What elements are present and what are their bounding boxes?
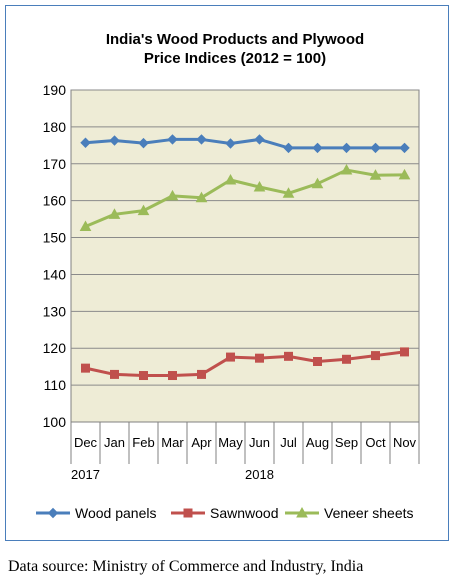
x-tick-label-mar: Mar [161, 435, 184, 450]
point-sawnwood-oct [371, 351, 380, 361]
y-tick-label-110: 110 [44, 377, 67, 393]
y-tick-label-130: 130 [43, 303, 67, 319]
point-sawnwood-jan [110, 369, 119, 379]
point-sawnwood-apr [197, 369, 206, 379]
point-wood-panels-apr [196, 134, 207, 145]
point-sawnwood-jun [255, 353, 264, 363]
point-sawnwood-dec [81, 363, 90, 373]
point-wood-panels-jun [254, 134, 265, 145]
x-year-label-2017: 2017 [71, 467, 100, 482]
point-wood-panels-may [225, 138, 236, 149]
chart-title-line-1: India's Wood Products and Plywood [106, 31, 364, 48]
x-tick-label-jun: Jun [249, 435, 270, 450]
point-veneer-sheets-may [224, 173, 237, 185]
point-veneer-sheets-apr [195, 191, 208, 203]
point-veneer-sheets-jul [282, 187, 295, 198]
point-wood-panels-mar [167, 134, 178, 145]
x-tick-label-nov: Nov [393, 435, 417, 450]
legend-label-sawnwood: Sawnwood [210, 505, 279, 521]
y-tick-label-170: 170 [43, 156, 67, 172]
series-line-veneer-sheets [84, 168, 405, 228]
legend-marker-sawnwood [183, 508, 193, 518]
point-sawnwood-may [226, 352, 235, 362]
x-tick-label-may: May [218, 435, 243, 450]
y-tick-label-180: 180 [43, 119, 67, 135]
point-wood-panels-dec [80, 137, 91, 148]
point-wood-panels-jan [109, 135, 120, 146]
plot-area [70, 89, 420, 423]
data-source-note: Data source: Ministry of Commerce and In… [8, 558, 364, 575]
point-sawnwood-feb [139, 371, 148, 381]
point-sawnwood-sep [342, 354, 351, 364]
x-year-label-2018: 2018 [245, 467, 274, 482]
point-veneer-sheets-nov [398, 168, 411, 180]
x-tick-label-oct: Oct [365, 435, 386, 450]
point-wood-panels-feb [138, 137, 149, 149]
point-wood-panels-jul [283, 142, 294, 154]
y-tick-label-120: 120 [43, 340, 67, 356]
point-veneer-sheets-jan [108, 208, 121, 219]
legend-marker-veneer-sheets [296, 506, 308, 518]
point-veneer-sheets-jun [253, 180, 266, 192]
point-wood-panels-oct [370, 142, 381, 154]
point-sawnwood-aug [313, 357, 322, 367]
point-veneer-sheets-sep [340, 164, 353, 175]
point-sawnwood-mar [168, 371, 177, 381]
point-veneer-sheets-mar [166, 189, 179, 201]
legend-label-veneer-sheets: Veneer sheets [324, 505, 414, 521]
legend-marker-wood-panels [47, 507, 59, 519]
x-tick-label-apr: Apr [191, 435, 212, 450]
point-wood-panels-nov [399, 142, 410, 154]
y-tick-label-160: 160 [43, 193, 67, 209]
point-veneer-sheets-aug [311, 177, 324, 189]
y-tick-label-140: 140 [43, 266, 67, 282]
y-tick-label-150: 150 [43, 230, 67, 246]
x-tick-label-jan: Jan [104, 435, 125, 450]
y-tick-label-100: 100 [43, 414, 67, 430]
chart-container: India's Wood Products and Plywood Price I… [5, 5, 449, 541]
point-sawnwood-jul [284, 351, 293, 361]
series-line-sawnwood [85, 350, 405, 378]
x-tick-label-jul: Jul [280, 435, 297, 450]
chart-title-line-2: Price Indices (2012 = 100) [144, 50, 326, 67]
x-tick-label-feb: Feb [132, 435, 154, 450]
x-tick-label-sep: Sep [335, 435, 358, 450]
point-veneer-sheets-oct [369, 169, 382, 180]
x-tick-label-dec: Dec [74, 435, 98, 450]
point-veneer-sheets-dec [79, 220, 92, 231]
price-index-chart: India's Wood Products and Plywood Price I… [36, 31, 420, 521]
y-tick-label-190: 190 [43, 82, 67, 98]
point-wood-panels-sep [341, 142, 352, 154]
point-sawnwood-nov [400, 347, 409, 357]
x-tick-label-aug: Aug [306, 435, 329, 450]
point-veneer-sheets-feb [137, 204, 150, 216]
legend-label-wood-panels: Wood panels [75, 505, 156, 521]
point-wood-panels-aug [312, 142, 323, 154]
